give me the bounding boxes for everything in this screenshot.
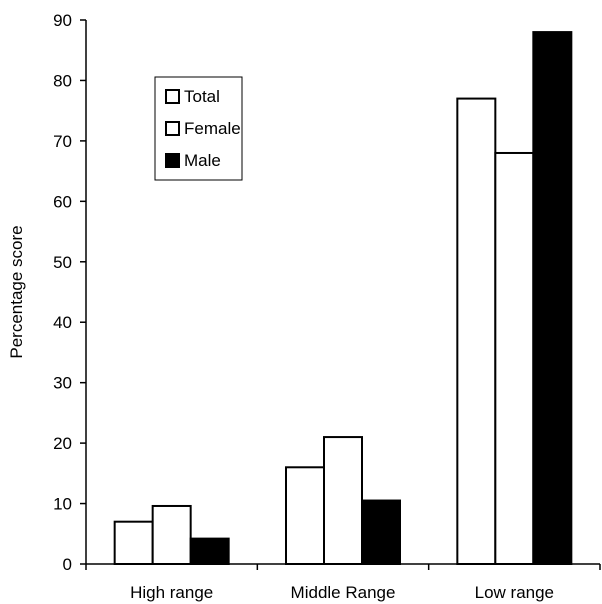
legend-label-total: Total: [184, 87, 220, 106]
bar-female-high-range: [151, 504, 192, 565]
y-tick-label: 20: [53, 434, 72, 453]
bar-total-high-range: [113, 520, 154, 566]
axes-group: High range Middle Range Low range 0 10 20 30 40…: [53, 11, 601, 602]
y-tick-label: 30: [53, 374, 72, 393]
legend-swatch-male: [165, 153, 180, 168]
y-tick-label: 40: [53, 313, 72, 332]
bar-male-middle-range: [361, 499, 401, 565]
y-tick-label: 50: [53, 253, 72, 272]
bar-female-middle-range: [323, 436, 363, 566]
legend-label-male: Male: [184, 151, 221, 170]
y-tick-label: 90: [53, 11, 72, 30]
x-tick-label: Low range: [475, 583, 554, 602]
x-tick-label: High range: [130, 583, 213, 602]
bar-male-high-range: [189, 537, 230, 566]
y-tick-label: 70: [53, 132, 72, 151]
legend-swatch-female: [165, 121, 180, 136]
bar-female-low-range: [494, 151, 535, 565]
bar-total-middle-range: [285, 466, 325, 565]
bar-male-low-range: [532, 31, 573, 566]
y-tick-label: 10: [53, 495, 72, 514]
y-tick-label: 80: [53, 71, 72, 90]
y-tick-label: 60: [53, 192, 72, 211]
legend: Total Female Male: [154, 76, 243, 181]
x-tick-label: Middle Range: [291, 583, 396, 602]
legend-label-female: Female: [184, 119, 241, 138]
y-axis-label: Percentage score: [7, 225, 26, 358]
y-tick-label: 0: [63, 555, 72, 574]
legend-swatch-total: [165, 89, 180, 104]
bar-total-low-range: [456, 97, 497, 565]
